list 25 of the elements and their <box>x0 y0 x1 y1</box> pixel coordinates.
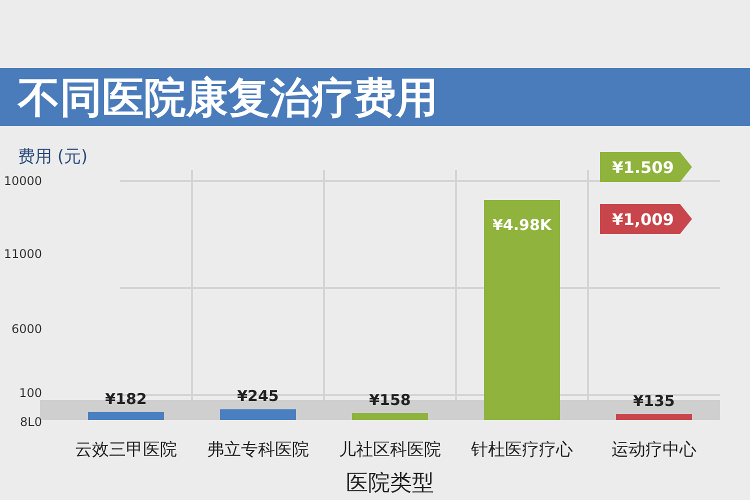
text: 6000 <box>11 322 42 336</box>
bar <box>220 409 296 420</box>
bar <box>484 200 560 420</box>
x-tick-label: 弗立专科医院 <box>207 440 309 460</box>
x-tick-label: 运动疗中心 <box>612 440 696 460</box>
text: 8L0 <box>20 415 42 429</box>
text: 100 <box>19 386 42 400</box>
bar <box>616 414 692 420</box>
data-label: ¥182 <box>105 390 147 408</box>
text: ¥1.509 <box>612 158 674 177</box>
data-label: ¥135 <box>633 392 675 410</box>
x-tick-label: 云效三甲医院 <box>75 440 177 460</box>
x-tick-label: 儿社区科医院 <box>339 440 441 460</box>
text: 10000 <box>4 174 42 188</box>
data-label: ¥4.98K <box>492 216 553 234</box>
bar <box>88 412 164 420</box>
data-label: ¥245 <box>237 387 279 406</box>
text: 11000 <box>4 247 42 261</box>
data-label: ¥158 <box>369 391 411 410</box>
x-tick-label: 针杜医疗疗心 <box>470 440 573 460</box>
chart-title: 不同医院康复治疗费用 <box>17 73 438 122</box>
annotation: ¥1,009 <box>612 210 674 229</box>
bar <box>352 413 428 420</box>
x-axis-title: 医院类型 <box>346 471 434 496</box>
y-axis-title: 费用 (元) <box>18 147 88 167</box>
